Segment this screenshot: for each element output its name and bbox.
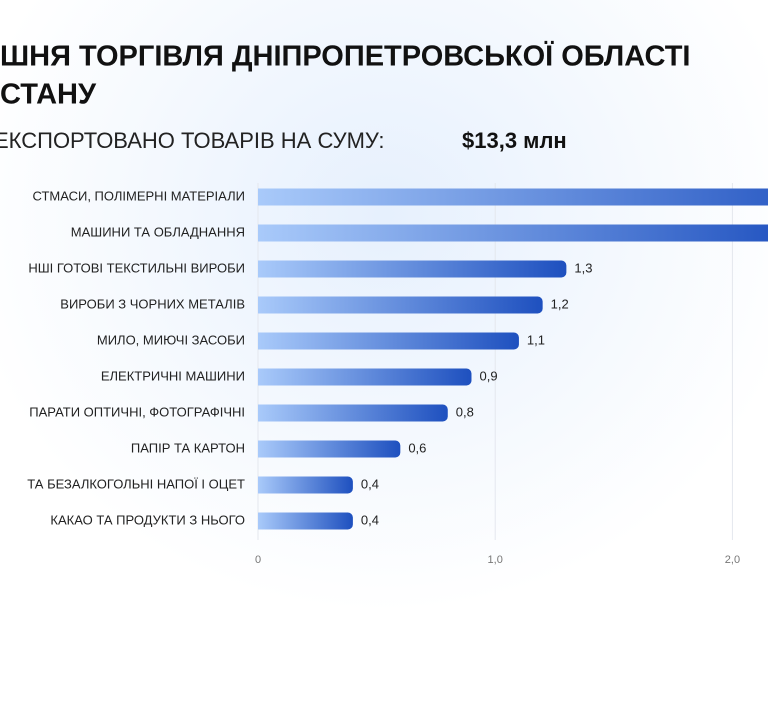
total: $13,3 млн — [462, 128, 567, 153]
y-tick-label: МАШИНИ ТА ОБЛАДНАННЯ — [71, 224, 245, 239]
value-label: 0,4 — [361, 476, 379, 491]
bar — [258, 260, 567, 278]
bar — [258, 368, 472, 386]
y-tick-label: ПАРАТИ ОПТИЧНІ, ФОТОГРАФІЧНІ — [29, 404, 245, 419]
bar — [258, 224, 768, 242]
y-tick-label: НШІ ГОТОВІ ТЕКСТИЛЬНІ ВИРОБИ — [28, 260, 245, 275]
y-tick-label: СТМАСИ, ПОЛІМЕРНІ МАТЕРІАЛИ — [32, 188, 245, 203]
y-tick-label: ПАПІР ТА КАРТОН — [131, 440, 245, 455]
value-label: 1,1 — [527, 332, 545, 347]
y-tick-label: МИЛО, МИЮЧІ ЗАСОБИ — [97, 332, 245, 347]
y-tick-label: ВИРОБИ З ЧОРНИХ МЕТАЛІВ — [60, 296, 245, 311]
value-label: 0,8 — [456, 404, 474, 419]
value-label: 1,2 — [551, 296, 569, 311]
value-label: 0,6 — [408, 440, 426, 455]
x-tick-label: 1,0 — [488, 554, 503, 566]
bar — [258, 512, 353, 530]
chart-title: ШНЯ ТОРГІВЛЯ ДНІПРОПЕТРОВСЬКОЇ ОБЛАСТІ — [0, 40, 690, 73]
bar — [258, 332, 519, 350]
value-label: 0,9 — [479, 368, 497, 383]
chart-title: СТАНУ — [0, 79, 97, 111]
y-tick-label: КАКАО ТА ПРОДУКТИ З НЬОГО — [50, 512, 245, 527]
value-label: 0,4 — [361, 512, 379, 527]
y-tick-label: ТА БЕЗАЛКОГОЛЬНІ НАПОЇ І ОЦЕТ — [27, 476, 245, 491]
bar — [258, 188, 768, 206]
value-label: 1,3 — [574, 260, 592, 275]
x-tick-label: 2,0 — [725, 554, 740, 566]
bar — [258, 404, 448, 422]
x-tick-label: 0 — [255, 554, 261, 566]
bar — [258, 476, 353, 494]
subtitle: ЕКСПОРТОВАНО ТОВАРІВ НА СУМУ: — [0, 128, 385, 153]
bar — [258, 296, 543, 314]
bar — [258, 440, 401, 458]
y-tick-label: ЕЛЕКТРИЧНІ МАШИНИ — [101, 368, 245, 383]
